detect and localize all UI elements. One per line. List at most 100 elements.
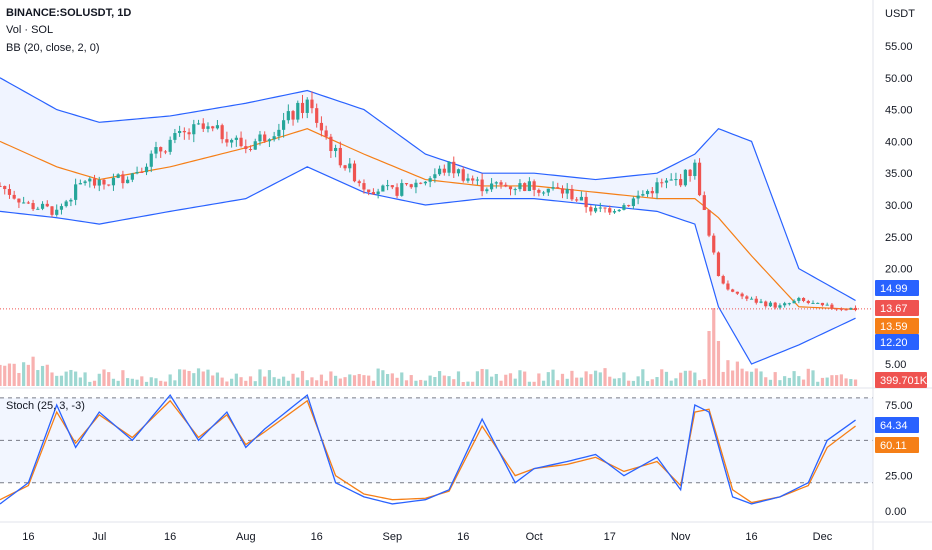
volume-bar	[159, 380, 163, 386]
volume-bar	[168, 374, 172, 386]
candle-body	[565, 188, 569, 194]
candle-body	[163, 151, 168, 153]
candle-body	[589, 207, 593, 212]
candle-body	[88, 178, 92, 182]
volume-bar	[792, 371, 796, 386]
stoch-tick-label: 25.00	[885, 471, 913, 483]
stoch-pane[interactable]	[0, 394, 873, 505]
candle-body	[248, 148, 253, 150]
candle-body	[778, 305, 782, 308]
volume-bar	[702, 379, 706, 386]
stoch-tick-label: 0.00	[885, 506, 906, 518]
candle-body	[679, 179, 683, 186]
volume-bar	[480, 368, 484, 386]
volume-bar	[641, 369, 645, 386]
volume-bar	[149, 377, 153, 386]
candle-body	[319, 122, 324, 131]
candle-body	[627, 205, 631, 207]
candle-body	[334, 147, 338, 152]
candle-body	[201, 123, 205, 129]
candle-body	[187, 132, 191, 135]
volume-bar	[315, 380, 319, 386]
candle-body	[442, 168, 446, 173]
candle-body	[0, 185, 2, 187]
candle-body	[130, 173, 134, 180]
candle-body	[830, 304, 834, 309]
price-pane[interactable]	[0, 77, 873, 386]
candle-body	[305, 99, 309, 113]
volume-legend[interactable]: Vol · SOL	[6, 24, 54, 36]
volume-bar	[853, 379, 858, 386]
volume-bar	[196, 368, 201, 386]
price-tag-bg	[875, 300, 919, 316]
volume-bar	[452, 379, 456, 386]
candle-body	[97, 179, 101, 186]
stoch-legend[interactable]: Stoch (25, 3, -3)	[6, 400, 85, 412]
volume-bar	[456, 371, 461, 386]
candle-body	[437, 168, 442, 175]
time-tick-label: 16	[745, 531, 757, 543]
volume-bar	[773, 372, 777, 386]
bb-legend[interactable]: BB (20, close, 2, 0)	[6, 42, 100, 54]
candle-body	[471, 178, 475, 181]
volume-bar	[7, 363, 12, 386]
candle-body	[801, 297, 806, 301]
volume-bar	[239, 377, 243, 386]
volume-bar	[291, 373, 295, 386]
candle-body	[844, 309, 848, 311]
time-tick-label: Aug	[236, 531, 256, 543]
volume-bar	[234, 373, 238, 386]
candle-body	[759, 301, 763, 303]
volume-bar	[31, 356, 35, 386]
volume-bar	[64, 371, 68, 386]
volume-bar	[178, 369, 182, 386]
price-tag-bg	[875, 280, 919, 296]
price-tag: 13.59	[875, 318, 919, 334]
volume-bar	[778, 380, 782, 386]
candle-body	[17, 198, 21, 203]
candle-body	[556, 187, 560, 189]
volume-bar	[40, 365, 45, 386]
candle-body	[253, 141, 257, 150]
volume-bar	[806, 368, 810, 386]
volume-bar	[69, 369, 73, 386]
volume-bar	[820, 377, 825, 386]
volume-bar	[130, 378, 134, 386]
volume-bar	[310, 377, 314, 386]
candle-body	[414, 182, 418, 188]
candle-body	[593, 207, 598, 212]
candle-body	[697, 162, 702, 196]
volume-bar	[362, 375, 366, 386]
candle-body	[192, 124, 196, 135]
candle-body	[598, 207, 602, 209]
symbol-title[interactable]: BINANCE:SOLUSDT, 1D	[6, 7, 132, 19]
candle-body	[36, 208, 40, 210]
volume-bar	[811, 370, 815, 386]
candle-body	[617, 209, 621, 212]
candle-body	[211, 126, 215, 129]
volume-bar	[343, 377, 347, 386]
candle-body	[310, 99, 314, 109]
candle-body	[26, 202, 30, 204]
candle-body	[504, 184, 508, 187]
candle-body	[456, 169, 461, 174]
candle-body	[244, 146, 248, 149]
candle-body	[447, 161, 451, 173]
volume-bar	[745, 371, 749, 386]
price-tag-bg	[875, 334, 919, 350]
volume-bar	[575, 377, 579, 386]
candle-body	[83, 181, 87, 184]
candle-body	[220, 125, 224, 140]
volume-bar	[707, 331, 711, 386]
candle-body	[348, 163, 352, 169]
candle-body	[395, 187, 399, 196]
candle-body	[811, 302, 815, 304]
candle-body	[239, 137, 243, 147]
volume-bar	[433, 376, 437, 386]
price-tag: 13.67	[875, 300, 919, 316]
candle-body	[849, 307, 853, 310]
price-tick-label: 35.00	[885, 168, 913, 180]
volume-bar	[423, 380, 428, 386]
candle-body	[50, 206, 54, 215]
